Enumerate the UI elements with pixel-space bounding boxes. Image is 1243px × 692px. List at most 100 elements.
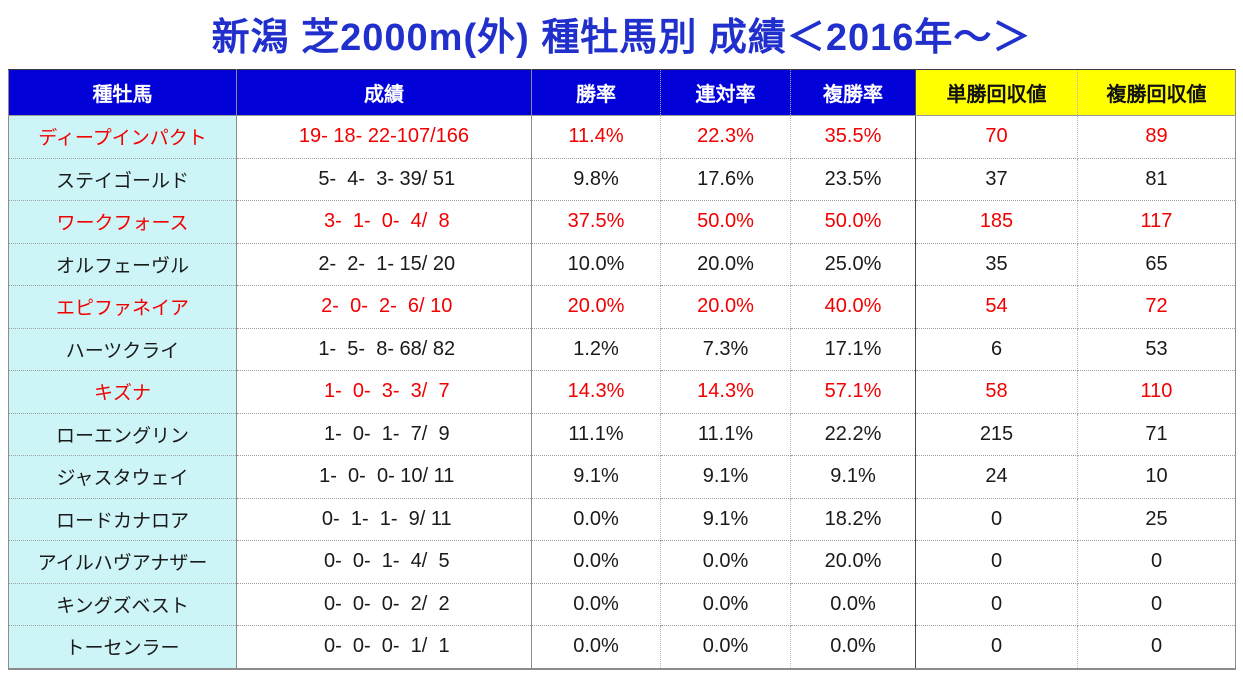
header-record: 成績 [236, 69, 532, 116]
sire-name-cell: ステイゴールド [8, 158, 237, 201]
sire-name-cell: アイルハヴアナザー [8, 540, 237, 584]
quinella-rate-cell: 9.1% [660, 498, 791, 541]
quinella-rate-cell: 0.0% [660, 540, 791, 584]
table-row: ロードカナロア 0- 1- 1- 9/ 11 0.0% 9.1% 18.2% 0… [8, 498, 1236, 541]
sire-name-cell: ロードカナロア [8, 498, 237, 541]
record-cell: 0- 1- 1- 9/ 11 [236, 498, 532, 541]
table-row: オルフェーヴル 2- 2- 1- 15/ 20 10.0% 20.0% 25.0… [8, 243, 1236, 286]
table-row: キングズベスト 0- 0- 0- 2/ 2 0.0% 0.0% 0.0% 0 0 [8, 583, 1236, 626]
show-payback-cell: 81 [1077, 158, 1236, 201]
show-rate-cell: 40.0% [790, 285, 916, 329]
win-payback-cell: 58 [915, 370, 1078, 414]
show-payback-cell: 0 [1077, 540, 1236, 584]
win-rate-cell: 9.8% [531, 158, 661, 201]
table-row: ジャスタウェイ 1- 0- 0- 10/ 11 9.1% 9.1% 9.1% 2… [8, 455, 1236, 499]
sire-name-cell: トーセンラー [8, 625, 237, 669]
page-title: 新潟 芝2000m(外) 種牡馬別 成績＜2016年～＞ [211, 17, 1032, 59]
table-row: エピファネイア 2- 0- 2- 6/ 10 20.0% 20.0% 40.0%… [8, 285, 1236, 329]
show-rate-cell: 17.1% [790, 328, 916, 371]
record-cell: 0- 0- 0- 2/ 2 [236, 583, 532, 626]
show-payback-cell: 25 [1077, 498, 1236, 541]
show-rate-cell: 23.5% [790, 158, 916, 201]
quinella-rate-cell: 9.1% [660, 455, 791, 499]
show-payback-cell: 110 [1077, 370, 1236, 414]
show-rate-cell: 50.0% [790, 200, 916, 244]
win-payback-cell: 185 [915, 200, 1078, 244]
quinella-rate-cell: 7.3% [660, 328, 791, 371]
record-cell: 1- 5- 8- 68/ 82 [236, 328, 532, 371]
win-payback-cell: 37 [915, 158, 1078, 201]
record-cell: 2- 0- 2- 6/ 10 [236, 285, 532, 329]
win-payback-cell: 0 [915, 498, 1078, 541]
sire-name-cell: キングズベスト [8, 583, 237, 626]
header-win-payback: 単勝回収値 [915, 69, 1078, 116]
record-cell: 2- 2- 1- 15/ 20 [236, 243, 532, 286]
win-rate-cell: 1.2% [531, 328, 661, 371]
header-sire: 種牡馬 [8, 69, 237, 116]
record-cell: 0- 0- 1- 4/ 5 [236, 540, 532, 584]
win-rate-cell: 0.0% [531, 498, 661, 541]
table-row: ディープインパクト 19- 18- 22-107/166 11.4% 22.3%… [8, 115, 1236, 159]
record-cell: 3- 1- 0- 4/ 8 [236, 200, 532, 244]
show-rate-cell: 20.0% [790, 540, 916, 584]
show-rate-cell: 25.0% [790, 243, 916, 286]
header-win-rate: 勝率 [531, 69, 661, 116]
record-cell: 1- 0- 3- 3/ 7 [236, 370, 532, 414]
quinella-rate-cell: 11.1% [660, 413, 791, 456]
show-payback-cell: 65 [1077, 243, 1236, 286]
show-payback-cell: 0 [1077, 583, 1236, 626]
win-rate-cell: 9.1% [531, 455, 661, 499]
win-payback-cell: 24 [915, 455, 1078, 499]
sire-name-cell: オルフェーヴル [8, 243, 237, 286]
record-cell: 19- 18- 22-107/166 [236, 115, 532, 159]
sire-name-cell: エピファネイア [8, 285, 237, 329]
table-row: ワークフォース 3- 1- 0- 4/ 8 37.5% 50.0% 50.0% … [8, 200, 1236, 244]
win-payback-cell: 0 [915, 625, 1078, 669]
record-cell: 5- 4- 3- 39/ 51 [236, 158, 532, 201]
header-row: 種牡馬 成績 勝率 連対率 複勝率 単勝回収値 複勝回収値 [8, 69, 1236, 116]
quinella-rate-cell: 0.0% [660, 625, 791, 669]
show-payback-cell: 0 [1077, 625, 1236, 669]
win-payback-cell: 0 [915, 540, 1078, 584]
header-quinella-rate: 連対率 [660, 69, 791, 116]
show-payback-cell: 53 [1077, 328, 1236, 371]
quinella-rate-cell: 22.3% [660, 115, 791, 159]
win-rate-cell: 0.0% [531, 583, 661, 626]
record-cell: 0- 0- 0- 1/ 1 [236, 625, 532, 669]
show-rate-cell: 0.0% [790, 583, 916, 626]
sire-name-cell: ローエングリン [8, 413, 237, 456]
win-payback-cell: 6 [915, 328, 1078, 371]
show-rate-cell: 57.1% [790, 370, 916, 414]
table-row: ローエングリン 1- 0- 1- 7/ 9 11.1% 11.1% 22.2% … [8, 413, 1236, 456]
show-payback-cell: 117 [1077, 200, 1236, 244]
show-payback-cell: 71 [1077, 413, 1236, 456]
win-rate-cell: 11.4% [531, 115, 661, 159]
record-cell: 1- 0- 0- 10/ 11 [236, 455, 532, 499]
quinella-rate-cell: 20.0% [660, 285, 791, 329]
show-rate-cell: 35.5% [790, 115, 916, 159]
show-payback-cell: 10 [1077, 455, 1236, 499]
win-rate-cell: 37.5% [531, 200, 661, 244]
win-payback-cell: 215 [915, 413, 1078, 456]
win-rate-cell: 0.0% [531, 625, 661, 669]
win-payback-cell: 70 [915, 115, 1078, 159]
page: 新潟 芝2000m(外) 種牡馬別 成績＜2016年～＞ 種牡馬 成績 勝率 連… [0, 6, 1243, 670]
show-rate-cell: 22.2% [790, 413, 916, 456]
show-rate-cell: 9.1% [790, 455, 916, 499]
win-payback-cell: 0 [915, 583, 1078, 626]
show-payback-cell: 89 [1077, 115, 1236, 159]
table-row: ステイゴールド 5- 4- 3- 39/ 51 9.8% 17.6% 23.5%… [8, 158, 1236, 201]
record-cell: 1- 0- 1- 7/ 9 [236, 413, 532, 456]
table-row: トーセンラー 0- 0- 0- 1/ 1 0.0% 0.0% 0.0% 0 0 [8, 625, 1236, 669]
quinella-rate-cell: 50.0% [660, 200, 791, 244]
sire-name-cell: ハーツクライ [8, 328, 237, 371]
quinella-rate-cell: 0.0% [660, 583, 791, 626]
quinella-rate-cell: 14.3% [660, 370, 791, 414]
quinella-rate-cell: 17.6% [660, 158, 791, 201]
show-payback-cell: 72 [1077, 285, 1236, 329]
header-show-rate: 複勝率 [790, 69, 916, 116]
header-show-payback: 複勝回収値 [1077, 69, 1236, 116]
show-rate-cell: 0.0% [790, 625, 916, 669]
win-rate-cell: 11.1% [531, 413, 661, 456]
table-row: アイルハヴアナザー 0- 0- 1- 4/ 5 0.0% 0.0% 20.0% … [8, 540, 1236, 584]
